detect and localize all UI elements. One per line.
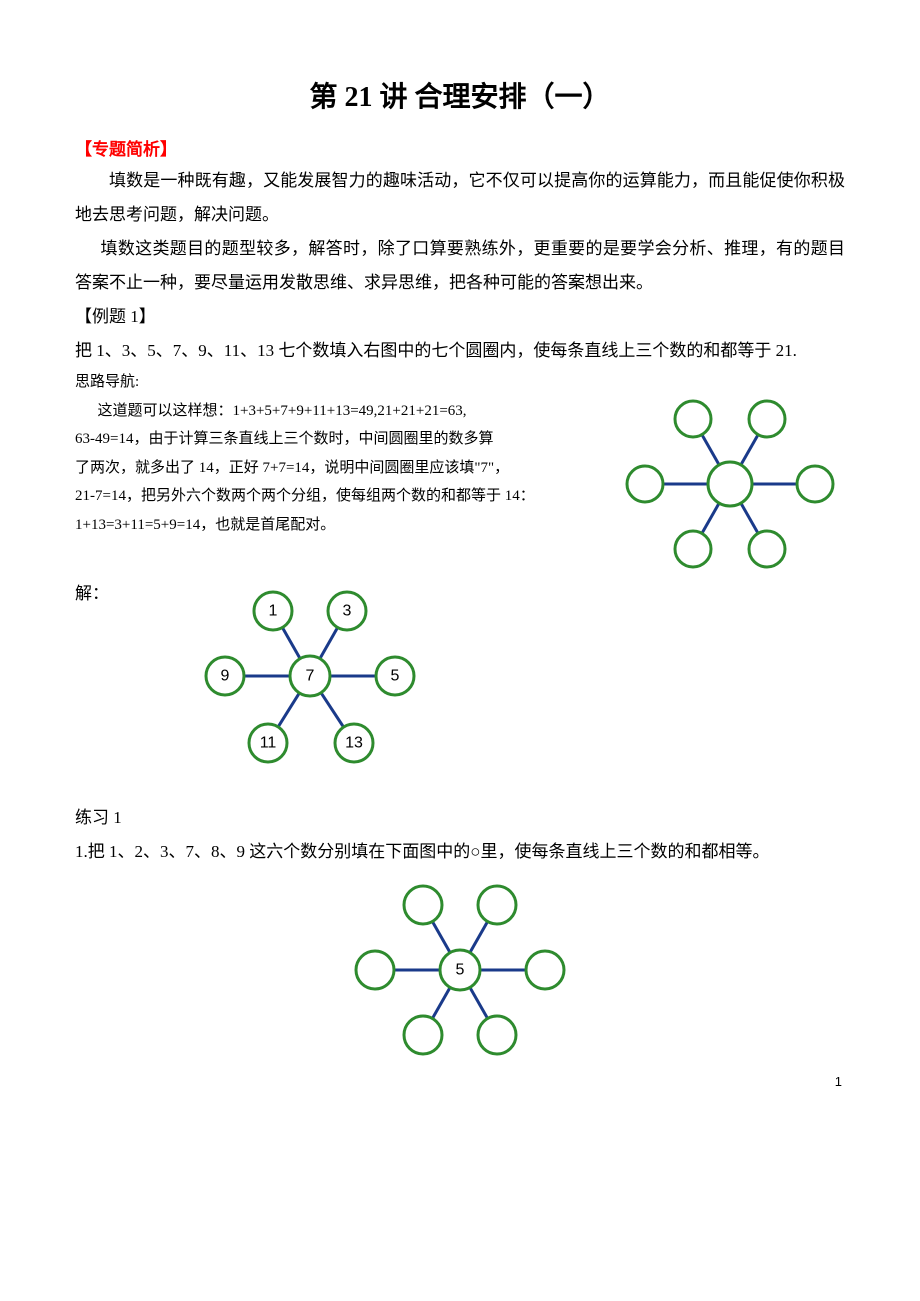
hint-text-column: 这道题可以这样想：1+3+5+7+9+11+13=49,21+21+21=63,… (75, 397, 595, 540)
hint-block: 思路导航: 这道题可以这样想：1+3+5+7+9+11+13=49,21+21+… (75, 368, 845, 577)
diagram-solved: 713513119 (195, 583, 845, 773)
hint-line-5: 1+13=3+11=5+9=14，也就是首尾配对。 (75, 511, 595, 540)
svg-text:5: 5 (391, 667, 400, 684)
svg-text:13: 13 (345, 734, 363, 751)
hint-line-4: 21-7=14，把另外六个数两个两个分组，使每组两个数的和都等于 14： (75, 482, 595, 511)
svg-text:5: 5 (456, 961, 465, 978)
svg-text:9: 9 (221, 667, 230, 684)
practice-question: 1.把 1、2、3、7、8、9 这六个数分别填在下面图中的○里，使每条直线上三个… (75, 835, 845, 869)
practice-label: 练习 1 (75, 801, 845, 835)
diagram-blank (615, 391, 845, 577)
hint-line-1: 这道题可以这样想：1+3+5+7+9+11+13=49,21+21+21=63, (75, 397, 595, 426)
svg-text:3: 3 (343, 602, 352, 619)
example-1-question: 把 1、3、5、7、9、11、13 七个数填入右图中的七个圆圈内，使每条直线上三… (75, 334, 845, 368)
svg-text:7: 7 (306, 667, 315, 684)
hint-line-3: 了两次，就多出了 14，正好 7+7=14，说明中间圆圈里应该填"7"， (75, 454, 595, 483)
intro-paragraph-1: 填数是一种既有趣，又能发展智力的趣味活动，它不仅可以提高你的运算能力，而且能促使… (75, 164, 845, 232)
example-1-label: 【例题 1】 (75, 300, 845, 334)
intro-paragraph-2: 填数这类题目的题型较多，解答时，除了口算要熟练外，更重要的是要学会分析、推理，有… (75, 232, 845, 300)
page-title: 第 21 讲 合理安排（一） (75, 75, 845, 115)
diagram-practice: 5 (345, 877, 575, 1067)
section-header: 【专题简析】 (75, 135, 845, 160)
svg-text:11: 11 (260, 734, 277, 751)
svg-text:1: 1 (269, 602, 278, 619)
page: 第 21 讲 合理安排（一） 【专题简析】 填数是一种既有趣，又能发展智力的趣味… (0, 0, 920, 1107)
hint-line-2: 63-49=14，由于计算三条直线上三个数时，中间圆圈里的数多算 (75, 425, 595, 454)
page-number: 1 (835, 1074, 842, 1089)
